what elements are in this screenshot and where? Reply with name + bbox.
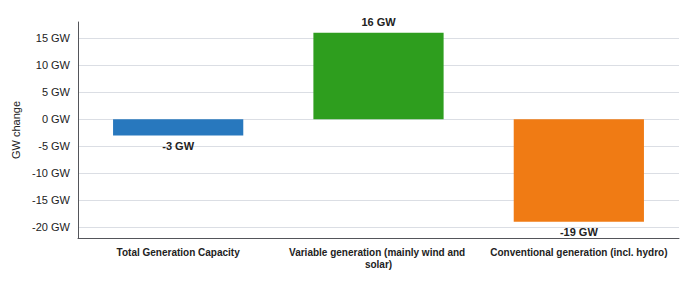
svg-text:0 GW: 0 GW [42, 113, 71, 125]
svg-text:10 GW: 10 GW [36, 59, 71, 71]
svg-text:-10 GW: -10 GW [32, 167, 71, 179]
svg-text:Variable generation (mainly wi: Variable generation (mainly wind and [289, 247, 468, 258]
svg-text:15 GW: 15 GW [36, 32, 71, 44]
svg-text:-19 GW: -19 GW [560, 226, 599, 238]
svg-text:GW change: GW change [10, 101, 22, 159]
svg-text:-3 GW: -3 GW [162, 140, 194, 152]
svg-text:-15 GW: -15 GW [32, 194, 71, 206]
svg-text:-20 GW: -20 GW [32, 221, 71, 233]
svg-text:Total Generation Capacity: Total Generation Capacity [117, 247, 241, 258]
svg-text:5 GW: 5 GW [42, 86, 71, 98]
svg-text:-5 GW: -5 GW [38, 140, 70, 152]
svg-text:solar): solar) [365, 259, 392, 270]
svg-text:Conventional generation (incl.: Conventional generation (incl. hydro) [490, 247, 667, 258]
svg-text:16 GW: 16 GW [361, 16, 396, 28]
